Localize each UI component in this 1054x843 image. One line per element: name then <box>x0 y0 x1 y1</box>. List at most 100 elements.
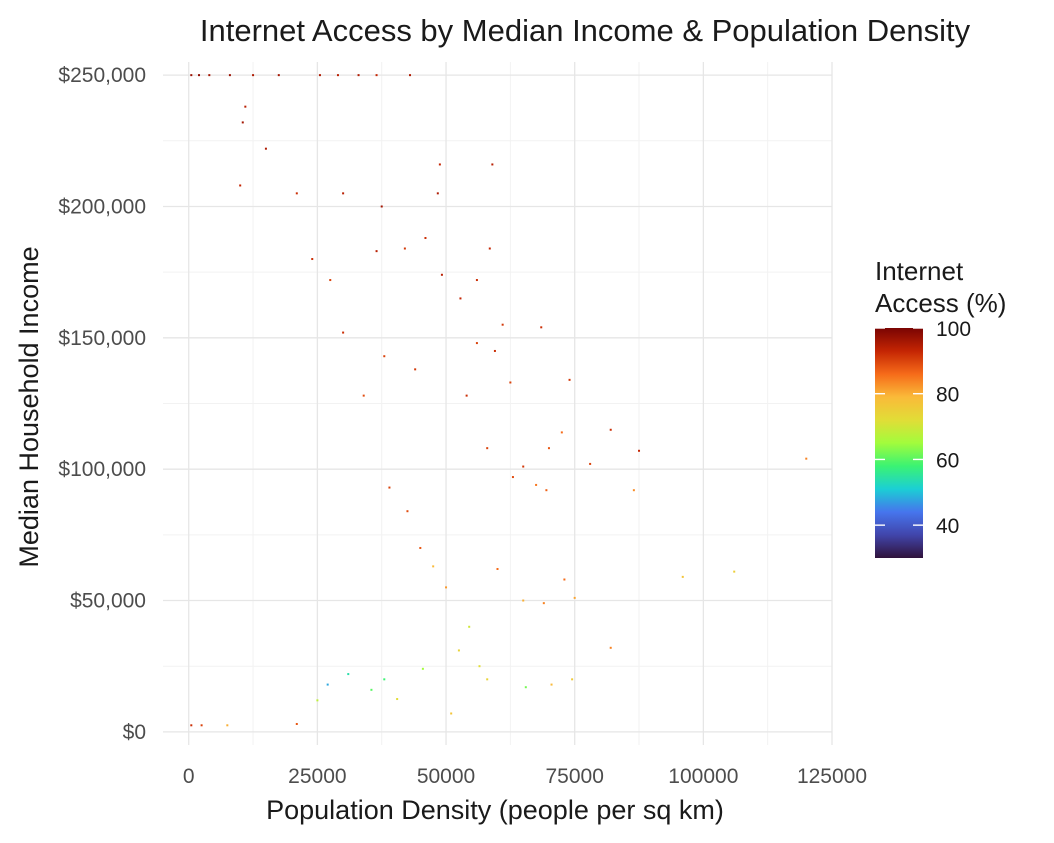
data-point <box>475 342 478 345</box>
data-point <box>375 74 378 77</box>
data-point <box>383 678 386 681</box>
data-point <box>542 602 545 605</box>
data-point <box>524 686 527 689</box>
data-point <box>311 258 314 261</box>
data-point <box>522 599 525 602</box>
data-point <box>609 646 612 649</box>
legend-tick-label: 60 <box>936 449 959 472</box>
data-point <box>547 447 550 450</box>
data-point <box>560 431 563 434</box>
data-point <box>638 449 641 452</box>
data-point <box>459 297 462 300</box>
data-point <box>424 237 427 240</box>
x-tick-label: 100000 <box>668 765 738 788</box>
data-point <box>375 250 378 253</box>
data-point <box>409 74 412 77</box>
legend-title-line-2: Access (%) <box>875 288 1006 318</box>
data-point <box>336 74 339 77</box>
y-tick-label: $150,000 <box>58 327 146 350</box>
data-point <box>406 510 409 513</box>
y-tick-label: $100,000 <box>58 458 146 481</box>
data-point <box>438 163 441 166</box>
data-point <box>493 349 496 352</box>
chart-title: Internet Access by Median Income & Popul… <box>200 13 971 48</box>
y-tick-label: $0 <box>123 721 146 744</box>
data-point <box>198 74 201 77</box>
data-point <box>316 699 319 702</box>
data-point <box>370 688 373 691</box>
data-point <box>488 247 491 250</box>
y-axis-ticks: $0 $50,000 $100,000 $150,000 $200,000 $250,00… <box>58 64 146 744</box>
y-tick-label: $200,000 <box>58 195 146 218</box>
data-point <box>571 678 574 681</box>
data-point <box>509 381 512 384</box>
data-point <box>190 724 193 727</box>
data-point <box>421 667 424 670</box>
data-point <box>396 698 399 701</box>
x-axis-ticks: 0 25000 50000 75000 100000 125000 <box>183 765 867 788</box>
data-point <box>545 489 548 492</box>
data-point <box>388 486 391 489</box>
data-point <box>403 247 406 250</box>
data-point <box>436 192 439 195</box>
data-point <box>239 184 242 187</box>
legend-tick-label: 100 <box>936 318 971 341</box>
data-point <box>432 565 435 568</box>
legend-ticks: 40 60 80 100 <box>875 318 971 538</box>
data-point <box>478 665 481 668</box>
x-tick-label: 0 <box>183 765 195 788</box>
data-point <box>496 567 499 570</box>
color-legend: Internet Access (%) 40 60 80 100 <box>875 256 1006 558</box>
data-point <box>244 105 247 108</box>
data-point <box>475 279 478 282</box>
data-point <box>491 163 494 166</box>
data-point <box>326 683 329 686</box>
data-point <box>589 462 592 465</box>
data-point <box>573 596 576 599</box>
data-point <box>501 323 504 326</box>
x-axis-label: Population Density (people per sq km) <box>266 795 724 825</box>
data-point <box>445 586 448 589</box>
data-point <box>465 394 468 397</box>
data-point <box>457 649 460 652</box>
data-point <box>522 465 525 468</box>
y-tick-label: $50,000 <box>70 590 146 613</box>
x-tick-label: 50000 <box>417 765 475 788</box>
legend-tick-label: 40 <box>936 515 959 538</box>
data-point <box>535 483 538 486</box>
data-point <box>318 74 321 77</box>
data-point <box>295 192 298 195</box>
x-tick-label: 75000 <box>545 765 603 788</box>
data-point <box>486 678 489 681</box>
legend-title-line-1: Internet <box>875 256 964 286</box>
data-point <box>383 355 386 358</box>
data-point <box>414 368 417 371</box>
y-axis-label: Median Household Income <box>14 246 44 567</box>
x-tick-label: 125000 <box>797 765 867 788</box>
data-point <box>200 724 203 727</box>
data-point <box>450 712 453 715</box>
data-point <box>511 476 514 479</box>
data-point <box>805 457 808 460</box>
data-points <box>190 74 808 727</box>
data-point <box>342 331 345 334</box>
data-point <box>190 74 193 77</box>
data-point <box>440 273 443 276</box>
data-point <box>380 205 383 208</box>
data-point <box>347 673 350 676</box>
data-point <box>342 192 345 195</box>
data-point <box>568 378 571 381</box>
legend-tick-label: 80 <box>936 384 959 407</box>
data-point <box>329 279 332 282</box>
data-point <box>550 683 553 686</box>
data-point <box>632 489 635 492</box>
data-point <box>362 394 365 397</box>
data-point <box>277 74 280 77</box>
data-point <box>486 447 489 450</box>
data-point <box>228 74 231 77</box>
data-point <box>540 326 543 329</box>
grid-lines <box>163 62 833 745</box>
data-point <box>295 722 298 725</box>
data-point <box>733 570 736 573</box>
